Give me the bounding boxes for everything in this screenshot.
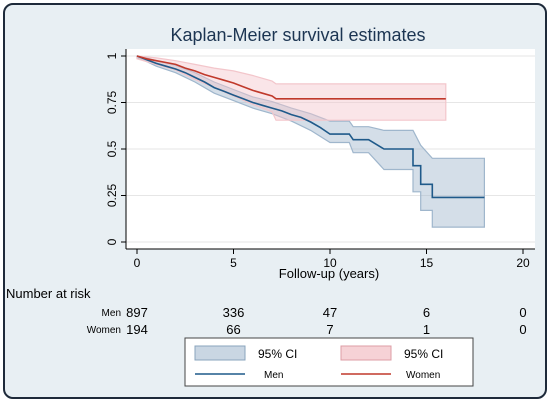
survival-curves	[136, 55, 485, 199]
y-tick-label: 0.5	[105, 140, 119, 157]
risk-count: 6	[423, 305, 430, 320]
x-tick-label: 20	[516, 256, 530, 270]
gridlines	[126, 55, 535, 243]
legend-women-label: Women	[406, 370, 440, 381]
legend-men-ci-label: 95% CI	[258, 347, 297, 361]
men-ci-band	[136, 55, 485, 228]
legend-men-ci-swatch	[194, 345, 246, 361]
legend-men-label: Men	[264, 370, 283, 381]
x-axis-label: Follow-up (years)	[279, 266, 379, 281]
legend: 95% CI 95% CI Men Women	[184, 337, 474, 387]
men-survival-line	[136, 55, 485, 199]
risk-row-label: Women	[87, 325, 121, 336]
x-ticks: 0 5 10 15 20	[134, 249, 530, 270]
risk-count: 1	[423, 322, 430, 337]
risk-count: 66	[226, 322, 240, 337]
risk-count: 336	[223, 305, 245, 320]
risk-row-label: Men	[102, 308, 121, 319]
x-tick-label: 5	[230, 256, 237, 270]
ci-bands	[136, 55, 485, 228]
y-tick-label: 0.75	[105, 90, 119, 114]
risk-count: 47	[323, 305, 337, 320]
chart-title: Kaplan-Meier survival estimates	[170, 25, 425, 45]
women-survival-line	[136, 55, 446, 100]
risk-count: 7	[326, 322, 333, 337]
risk-count: 897	[126, 305, 148, 320]
women-ci-band	[136, 55, 447, 121]
km-chart: Kaplan-Meier survival estimates 0 0.25 0.5…	[6, 25, 535, 387]
y-tick-label: 0	[105, 238, 119, 245]
figure-frame: Kaplan-Meier survival estimates 0 0.25 0.5…	[3, 3, 547, 399]
x-tick-label: 15	[420, 256, 434, 270]
y-ticks: 0 0.25 0.5 0.75 1	[105, 52, 126, 245]
risk-count: 194	[126, 322, 148, 337]
x-tick-label: 10	[323, 256, 337, 270]
legend-women-ci-swatch	[340, 345, 392, 361]
risk-count: 0	[519, 305, 526, 320]
risk-table: Men 897 336 47 6 0 Women 194 66 7 1 0	[87, 305, 527, 337]
risk-table-heading: Number at risk	[6, 286, 91, 301]
y-tick-label: 0.25	[105, 183, 119, 207]
risk-count: 0	[519, 322, 526, 337]
x-tick-label: 0	[134, 256, 141, 270]
y-tick-label: 1	[105, 52, 119, 59]
legend-women-ci-label: 95% CI	[404, 347, 443, 361]
